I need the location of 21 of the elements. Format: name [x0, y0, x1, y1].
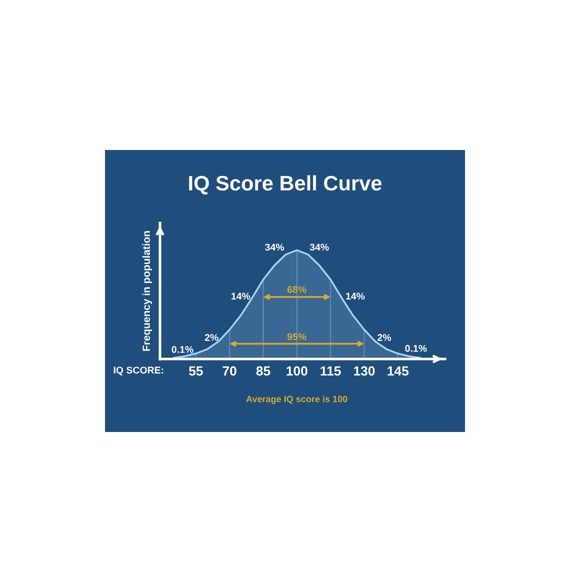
x-tick-label: 70 — [222, 366, 236, 376]
annotation: 34% — [265, 244, 284, 251]
x-tick-label: 115 — [320, 366, 341, 376]
annotation: 0.1% — [405, 344, 427, 352]
annotation: 2% — [378, 334, 392, 341]
annotation: 68% — [287, 286, 306, 293]
y-axis-title: Frequency in population — [142, 231, 152, 351]
annotation: 2% — [204, 334, 218, 341]
annotation: 95% — [287, 333, 306, 340]
annotation: 14% — [346, 292, 365, 300]
annotation: 34% — [310, 244, 329, 251]
text: Average IQ score is 100 — [246, 396, 348, 404]
x-tick-label: 55 — [188, 366, 203, 376]
annotation: 14% — [232, 292, 250, 300]
x-tick-label: 145 — [388, 366, 409, 376]
chart-title: IQ Score Bell Curve — [189, 175, 382, 194]
x-tick-label: 130 — [354, 366, 375, 376]
x-axis-title: IQ SCORE: — [114, 366, 164, 376]
x-tick-label: 85 — [256, 366, 270, 376]
annotation: 0.1% — [172, 346, 194, 353]
x-tick-label: 100 — [286, 366, 308, 376]
